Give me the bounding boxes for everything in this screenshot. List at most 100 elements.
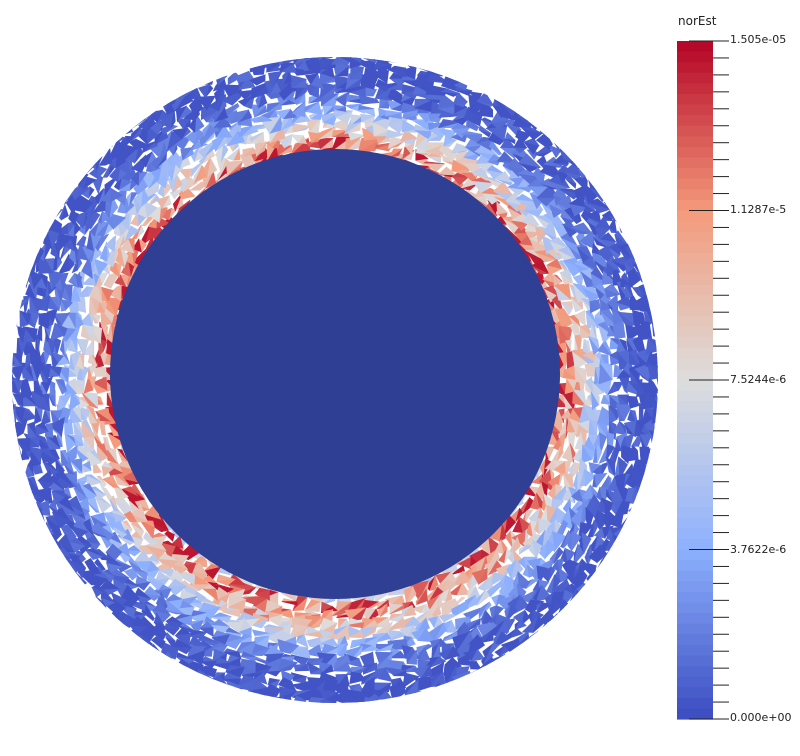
colorbar-band <box>677 401 713 413</box>
mesh-cell <box>290 134 304 144</box>
mesh-cell <box>294 663 310 672</box>
mesh-viewport[interactable] <box>0 0 680 756</box>
colorbar-band <box>677 125 713 137</box>
mesh-cell <box>552 222 568 233</box>
mesh-cell <box>104 604 127 617</box>
mesh-cell <box>333 64 350 77</box>
mesh-cell <box>12 326 15 342</box>
mesh-cell <box>536 601 553 615</box>
mesh-cell <box>321 112 339 123</box>
mesh-cell <box>41 218 45 233</box>
mesh-cell <box>627 501 639 515</box>
mesh-cell <box>104 237 115 253</box>
mesh-cell <box>552 531 567 553</box>
mesh-cell <box>36 326 43 342</box>
mesh-cell <box>12 389 15 410</box>
mesh-cell <box>402 676 420 689</box>
mesh-cell <box>12 307 18 327</box>
mesh-cell <box>647 446 658 462</box>
mesh-cell <box>125 634 144 647</box>
mesh-cell <box>591 390 600 406</box>
mesh-cell <box>551 293 564 313</box>
mesh-cell <box>437 166 458 176</box>
mesh-cell <box>608 545 618 568</box>
mesh-cell <box>12 327 14 342</box>
colorbar-title: norEst <box>678 14 717 28</box>
mesh-cell <box>423 161 445 165</box>
mesh-cell <box>576 246 594 262</box>
mesh-cell <box>617 220 635 234</box>
mesh-cell <box>81 464 92 473</box>
mesh-cell <box>608 217 618 234</box>
mesh-cell <box>178 168 193 180</box>
mesh-cell <box>64 432 76 453</box>
mesh-cell <box>12 307 18 327</box>
mesh-cell <box>536 184 559 199</box>
mesh-cell <box>504 513 517 535</box>
mesh-plot[interactable] <box>0 0 680 756</box>
mesh-cell <box>123 514 138 523</box>
colorbar-band <box>677 274 713 286</box>
mesh-cell <box>594 568 601 591</box>
mesh-cell <box>108 497 119 512</box>
mesh-cell <box>375 699 395 703</box>
mesh-cell <box>389 650 407 659</box>
mesh-cell <box>48 209 52 223</box>
mesh-cell <box>518 153 542 168</box>
mesh-cell <box>72 421 86 439</box>
mesh-cell <box>401 604 417 617</box>
mesh-cell <box>70 182 84 201</box>
mesh-cell <box>50 322 66 341</box>
mesh-cell <box>216 578 237 586</box>
colorbar-band <box>677 485 713 498</box>
mesh-cell <box>25 283 37 301</box>
mesh-cell <box>250 81 270 100</box>
mesh-cell <box>592 519 599 537</box>
mesh-cell <box>450 122 470 130</box>
mesh-cell <box>416 676 432 692</box>
mesh-cell <box>657 333 658 354</box>
colorbar-band <box>677 496 713 508</box>
mesh-cell <box>569 324 581 336</box>
mesh-cell <box>27 423 37 439</box>
mesh-cell <box>515 193 535 202</box>
colorbar-band <box>677 62 713 74</box>
mesh-cell <box>251 618 270 629</box>
colorbar-tick-label-max: 1.505e-05 <box>730 33 787 46</box>
mesh-cell <box>186 602 203 609</box>
mesh-cell <box>389 631 407 641</box>
mesh-cell <box>519 516 532 534</box>
mesh-cell <box>437 92 458 109</box>
mesh-cell <box>605 456 616 476</box>
mesh-cell <box>484 177 506 185</box>
mesh-cell <box>128 138 138 151</box>
mesh-cell <box>499 645 509 658</box>
mesh-cell <box>621 501 631 515</box>
mesh-cell <box>50 351 59 370</box>
mesh-cell <box>12 466 27 478</box>
mesh-cell <box>98 419 107 436</box>
mesh-cell <box>603 283 621 296</box>
mesh-cell <box>439 128 457 132</box>
colorbar-band <box>677 432 713 445</box>
mesh-cell <box>416 691 431 699</box>
mesh-cell <box>226 147 240 161</box>
mesh-cell <box>191 161 203 178</box>
mesh-cell <box>612 269 624 285</box>
mesh-cell <box>575 588 585 609</box>
mesh-cell <box>599 363 613 381</box>
mesh-cell <box>481 85 499 94</box>
colorbar-band <box>677 231 713 243</box>
mesh-cell <box>303 601 321 613</box>
mesh-cell <box>150 639 166 649</box>
mesh-cell <box>453 600 469 618</box>
mesh-cell <box>103 274 112 289</box>
mesh-cell <box>374 142 395 149</box>
mesh-cell <box>55 379 68 395</box>
mesh-cell <box>132 238 142 253</box>
mesh-cell <box>651 321 658 340</box>
mesh-cell <box>389 604 405 615</box>
mesh-cell <box>470 82 484 91</box>
mesh-cell <box>465 617 481 632</box>
mesh-cell <box>222 637 244 650</box>
